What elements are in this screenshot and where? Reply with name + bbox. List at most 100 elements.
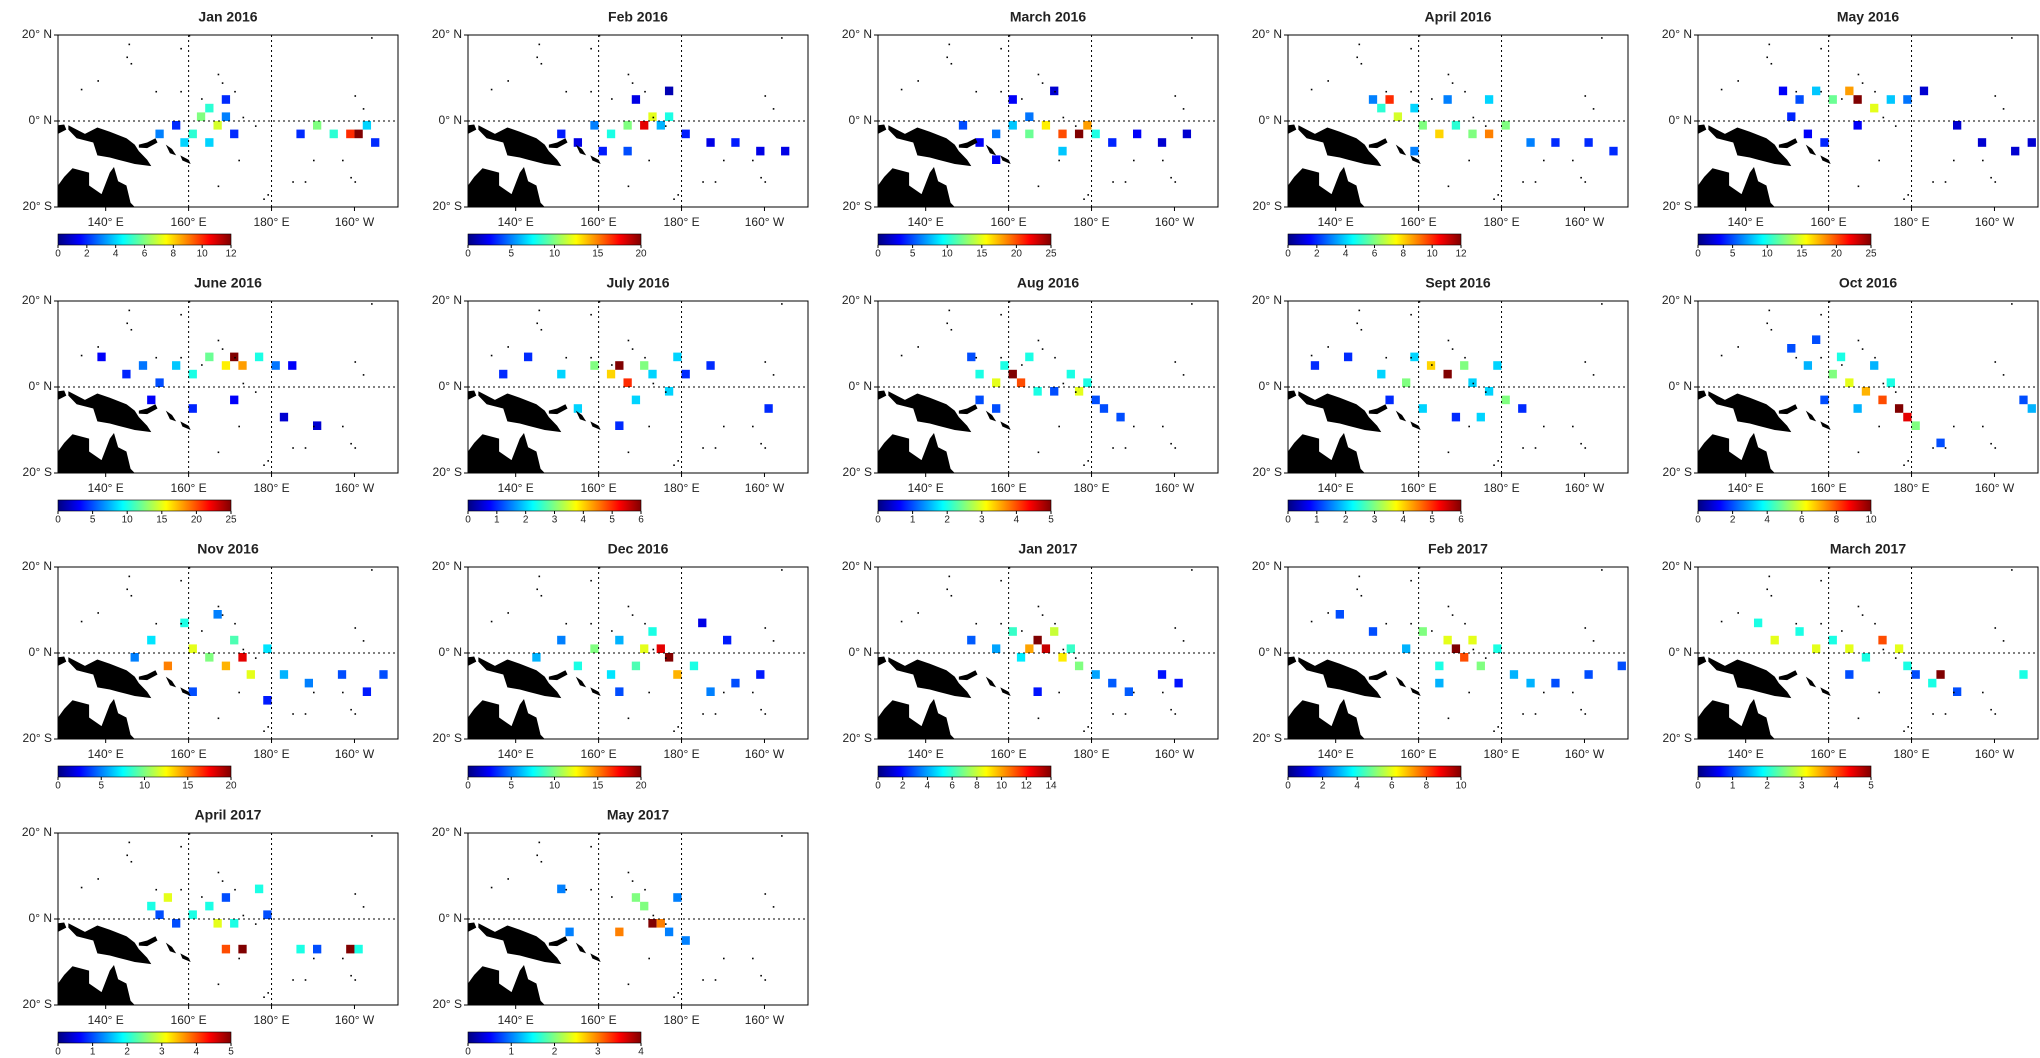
x-tick-label: 160° W bbox=[1565, 481, 1605, 495]
x-tick-label: 160° W bbox=[745, 1013, 785, 1027]
island bbox=[623, 743, 625, 745]
x-tick-label: 140° E bbox=[498, 1013, 534, 1027]
heat-cell bbox=[1083, 121, 1092, 130]
heat-cell bbox=[631, 893, 641, 902]
heat-cell bbox=[2019, 395, 2028, 405]
heat-cell bbox=[1551, 678, 1560, 688]
island bbox=[80, 886, 83, 889]
heat-cell bbox=[1050, 86, 1059, 96]
island bbox=[1497, 194, 1499, 196]
island bbox=[1087, 460, 1089, 462]
island bbox=[1592, 108, 1595, 110]
island bbox=[221, 614, 224, 616]
heat-cell bbox=[1870, 103, 1879, 113]
heat-cell bbox=[590, 361, 599, 370]
heat-cell bbox=[188, 644, 197, 653]
colorbar-tick-label: 6 bbox=[1389, 781, 1395, 792]
colorbar-tick-label: 0 bbox=[55, 249, 61, 260]
island bbox=[1443, 211, 1445, 213]
island bbox=[540, 328, 543, 331]
x-tick-label: 180° E bbox=[1893, 481, 1929, 495]
island bbox=[764, 979, 767, 981]
island bbox=[917, 346, 919, 348]
heat-cell bbox=[230, 395, 239, 405]
island bbox=[664, 923, 667, 925]
land bbox=[1000, 687, 1011, 696]
island bbox=[1828, 567, 1831, 569]
x-tick-label: 180° E bbox=[1893, 215, 1929, 229]
heat-cell bbox=[640, 361, 649, 370]
heat-cell bbox=[172, 121, 181, 130]
heat-cell bbox=[1058, 129, 1067, 139]
island bbox=[1737, 346, 1739, 348]
island bbox=[1601, 303, 1603, 305]
colorbar-tick-label: 6 bbox=[1458, 515, 1464, 526]
island bbox=[1994, 713, 1997, 715]
island bbox=[1857, 73, 1860, 76]
heat-cell bbox=[1828, 369, 1837, 379]
land bbox=[1288, 124, 1297, 134]
island bbox=[1592, 374, 1595, 376]
island bbox=[1431, 630, 1433, 632]
island bbox=[507, 878, 509, 880]
heat-cell bbox=[781, 146, 790, 156]
island bbox=[1861, 614, 1864, 616]
island bbox=[1360, 62, 1363, 65]
island bbox=[1162, 425, 1164, 428]
heat-cell bbox=[656, 121, 665, 130]
heat-cell bbox=[1418, 121, 1427, 130]
land bbox=[878, 699, 955, 739]
heat-cell bbox=[1410, 146, 1419, 156]
island bbox=[946, 588, 949, 591]
map-panel: Jan 2017 20° N 0° N 20° S 140° E 160° E 180° E… bbox=[842, 541, 1219, 792]
heat-cell bbox=[590, 644, 599, 653]
colorbar-tick-label: 1 bbox=[1314, 515, 1320, 526]
plot-area bbox=[1288, 567, 1628, 739]
colorbar-tick-label: 2 bbox=[84, 249, 90, 260]
colorbar-tick-label: 0 bbox=[1695, 781, 1701, 792]
heat-cell bbox=[362, 687, 372, 696]
island bbox=[213, 211, 215, 213]
heat-cell bbox=[1385, 395, 1394, 405]
colorbar-tick-label: 2 bbox=[1764, 781, 1770, 792]
island bbox=[1033, 743, 1035, 745]
island bbox=[611, 896, 613, 898]
x-tick-label: 140° E bbox=[908, 481, 944, 495]
island bbox=[1584, 361, 1587, 363]
map-panel: Jan 2016 20° N 0° N 20° S 140° E 160° E 180° E… bbox=[22, 9, 399, 260]
colorbar-tick-label: 20 bbox=[1011, 249, 1023, 260]
heat-cell bbox=[1476, 412, 1485, 422]
heat-cell bbox=[673, 670, 682, 679]
land bbox=[180, 155, 191, 164]
heat-cell bbox=[664, 387, 674, 396]
land bbox=[1368, 404, 1388, 415]
colorbar-tick-label: 8 bbox=[1401, 249, 1407, 260]
island bbox=[201, 98, 203, 100]
heat-cell bbox=[1418, 404, 1427, 413]
island bbox=[354, 893, 357, 895]
heat-cell bbox=[1484, 129, 1494, 139]
island bbox=[1944, 181, 1947, 183]
land bbox=[58, 124, 67, 134]
x-tick-label: 160° W bbox=[1565, 215, 1605, 229]
island bbox=[781, 303, 783, 305]
island bbox=[1410, 356, 1412, 359]
colorbar-tick-label: 5 bbox=[1048, 515, 1054, 526]
island bbox=[1418, 301, 1421, 303]
land bbox=[478, 923, 562, 965]
island bbox=[267, 726, 269, 728]
island bbox=[1037, 605, 1040, 608]
heat-cell bbox=[1000, 361, 1009, 370]
island bbox=[201, 364, 203, 366]
land bbox=[985, 676, 997, 688]
island bbox=[1360, 594, 1363, 597]
island bbox=[1861, 82, 1864, 84]
land bbox=[58, 699, 135, 739]
x-tick-label: 140° E bbox=[1728, 747, 1764, 761]
colorbar-tick-label: 10 bbox=[549, 781, 561, 792]
land bbox=[878, 433, 955, 473]
island bbox=[1418, 35, 1421, 37]
heat-cell bbox=[1099, 404, 1109, 413]
heat-cell bbox=[1050, 627, 1059, 636]
heat-cell bbox=[1443, 95, 1452, 104]
